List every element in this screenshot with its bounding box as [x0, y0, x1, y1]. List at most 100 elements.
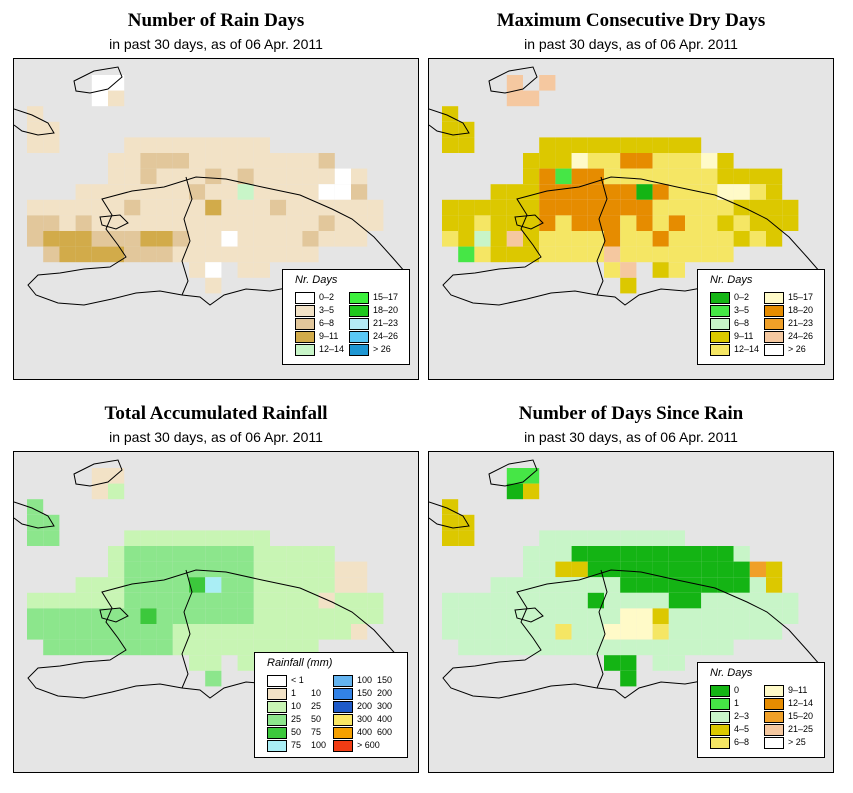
grid-cell [221, 639, 238, 656]
grid-cell [318, 577, 335, 593]
grid-cell [334, 577, 351, 593]
grid-cell [620, 670, 637, 687]
legend-label-high: 150 [377, 675, 393, 685]
grid-cell [474, 215, 491, 231]
grid-cell [189, 137, 206, 153]
grid-cell [749, 231, 766, 247]
grid-cell [270, 215, 287, 231]
grid-cell [539, 215, 556, 231]
grid-cell [172, 546, 189, 562]
grid-cell [571, 561, 588, 578]
grid-cell [75, 231, 92, 247]
grid-cell [318, 624, 335, 640]
grid-cell [458, 624, 475, 640]
grid-cell [701, 577, 718, 593]
grid-cell [555, 184, 572, 200]
map-svg [14, 459, 407, 699]
grid-cell [749, 168, 766, 185]
grid-cell [490, 608, 507, 624]
panel-subtitle: in past 30 days, as of 06 Apr. 2011 [109, 36, 323, 52]
legend-label: 0–2 [319, 292, 335, 302]
grid-cell [140, 215, 157, 231]
grid-cell [124, 199, 141, 216]
grid-cell [140, 246, 157, 263]
grid-cell [302, 577, 319, 593]
grid-cell [620, 246, 637, 263]
grid-cell [334, 199, 351, 216]
grid-cell [189, 262, 206, 278]
grid-cell [636, 231, 653, 247]
border-line [596, 569, 608, 689]
grid-cell [539, 639, 556, 656]
grid-cell [652, 153, 669, 169]
grid-cell [108, 90, 125, 107]
grid-cell [620, 561, 637, 578]
grid-cell [91, 75, 108, 91]
grid-cell [668, 530, 685, 546]
legend-label: 21–25 [788, 724, 814, 734]
grid-cell [237, 246, 254, 263]
grid-cell [270, 184, 287, 200]
grid-cell [318, 168, 335, 185]
grid-cell [555, 639, 572, 656]
grid-cell [334, 215, 351, 231]
grid-cell [91, 592, 108, 609]
grid-cell [43, 639, 60, 656]
grid-cell [539, 231, 556, 247]
grid-cell [620, 577, 637, 593]
grid-cell [189, 655, 206, 671]
grid-cell [717, 577, 734, 593]
coastline [514, 214, 544, 230]
grid-cell [221, 246, 238, 263]
grid-cell [270, 608, 287, 624]
grid-cell [270, 639, 287, 656]
grid-cell [253, 246, 270, 263]
grid-cell [668, 137, 685, 153]
grid-cell [733, 231, 750, 247]
grid-cell [442, 499, 459, 515]
grid-cell [474, 608, 491, 624]
grid-cell [237, 262, 254, 278]
grid-cell [604, 153, 621, 169]
grid-cell [91, 90, 108, 107]
grid-cell [367, 215, 384, 231]
grid-cell [539, 153, 556, 169]
map-frame: Nr. Days 0–2 3–5 6–8 9–11 12–14 15–17 18–20 21–2… [428, 58, 834, 380]
coastline [488, 459, 538, 487]
grid-cell [124, 168, 141, 185]
map-svg [14, 66, 407, 306]
coastline [99, 214, 129, 230]
grid-cell [652, 184, 669, 200]
grid-cell [571, 153, 588, 169]
grid-cell [490, 231, 507, 247]
grid-cell [523, 592, 540, 609]
grid-cell [124, 577, 141, 593]
legend-label: 24–26 [373, 331, 399, 341]
legend-swatch [710, 724, 730, 736]
grid-cell [571, 592, 588, 609]
legend-label: 3–5 [734, 305, 750, 315]
grid-cell [717, 624, 734, 640]
grid-cell [334, 231, 351, 247]
grid-cell [108, 639, 125, 656]
grid-cell [652, 561, 669, 578]
grid-cell [652, 231, 669, 247]
grid-cell [523, 184, 540, 200]
grid-cell [27, 106, 44, 122]
grid-cell [636, 215, 653, 231]
grid-cell [587, 184, 604, 200]
grid-cell [253, 546, 270, 562]
grid-cell [717, 168, 734, 185]
grid-cell [766, 168, 783, 185]
grid-cell [286, 592, 303, 609]
grid-cell [27, 592, 44, 609]
grid-cell [189, 608, 206, 624]
grid-cell [604, 199, 621, 216]
legend-label-high: 10 [311, 688, 322, 698]
legend-swatch [764, 318, 784, 330]
legend-label-low: 300 [357, 714, 373, 724]
grid-cell [458, 530, 475, 546]
map-frame: Nr. Days 0 1 2–3 4–5 6–8 9–11 12–14 15–20 21–25 > … [428, 451, 834, 773]
legend-swatch [764, 737, 784, 749]
grid-cell [620, 608, 637, 624]
